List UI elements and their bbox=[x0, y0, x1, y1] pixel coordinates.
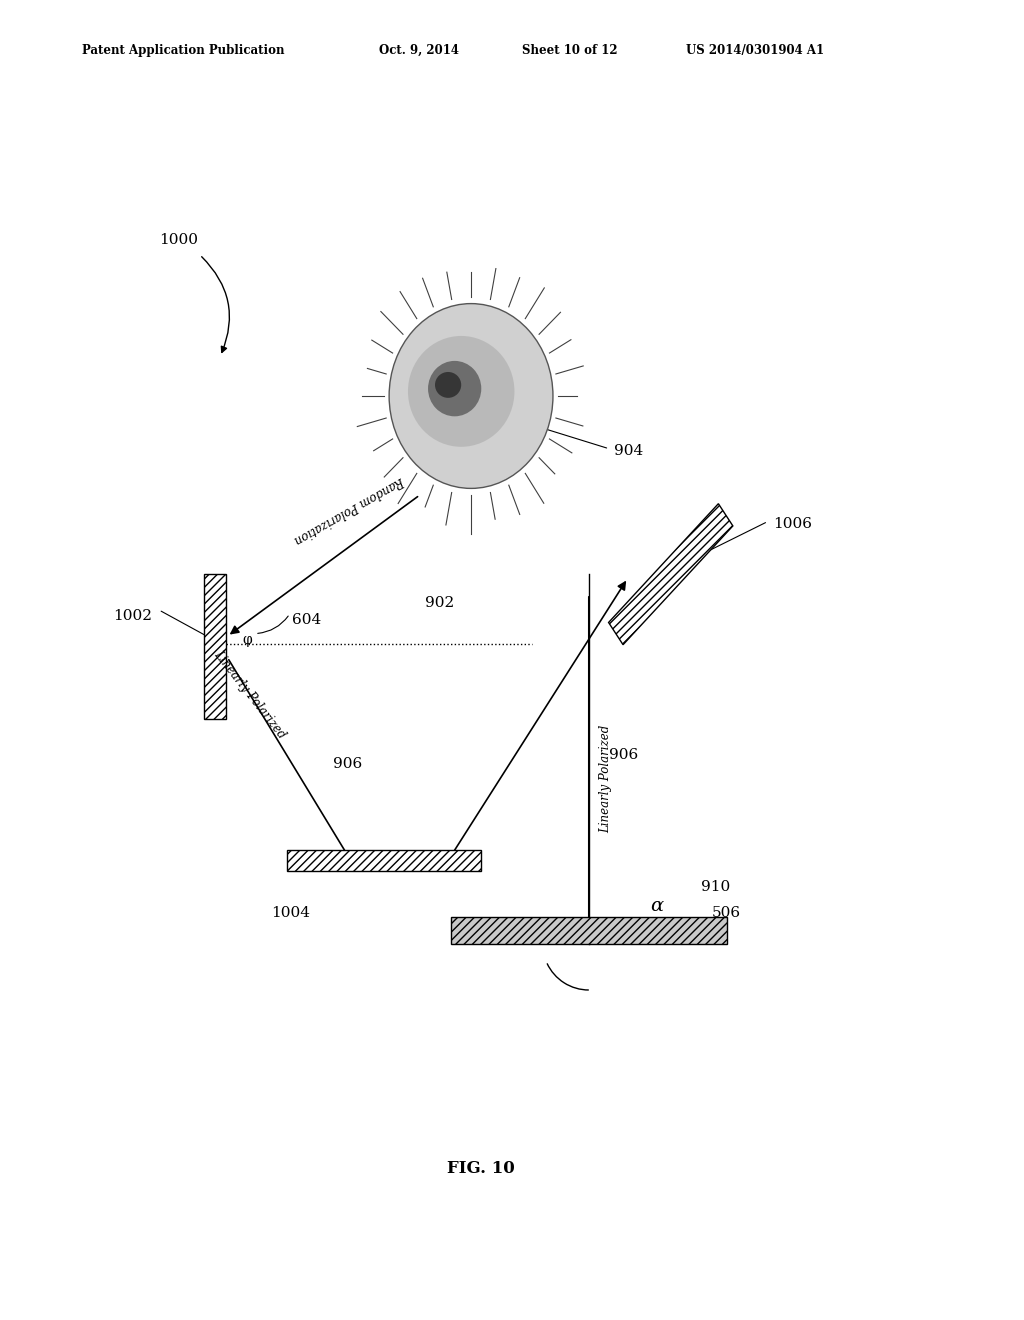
Text: 910: 910 bbox=[701, 880, 731, 894]
Text: φ: φ bbox=[243, 634, 253, 647]
Text: α: α bbox=[650, 896, 664, 915]
Text: Linearly Polarized: Linearly Polarized bbox=[599, 725, 612, 833]
Polygon shape bbox=[608, 504, 733, 644]
Text: US 2014/0301904 A1: US 2014/0301904 A1 bbox=[686, 44, 824, 57]
Text: 1000: 1000 bbox=[159, 234, 198, 247]
Text: 604: 604 bbox=[292, 614, 322, 627]
Text: 1004: 1004 bbox=[271, 907, 310, 920]
Text: 906: 906 bbox=[609, 748, 639, 762]
Text: FIG. 10: FIG. 10 bbox=[447, 1160, 515, 1176]
Ellipse shape bbox=[428, 360, 481, 416]
Text: Oct. 9, 2014: Oct. 9, 2014 bbox=[379, 44, 459, 57]
Bar bbox=[204, 574, 226, 719]
Text: 1006: 1006 bbox=[773, 517, 812, 531]
Bar bbox=[287, 850, 481, 871]
Text: 506: 506 bbox=[712, 907, 740, 920]
Text: 904: 904 bbox=[614, 445, 644, 458]
Text: Random Polarization: Random Polarization bbox=[292, 473, 407, 546]
Text: 906: 906 bbox=[333, 758, 362, 771]
Ellipse shape bbox=[389, 304, 553, 488]
Text: 902: 902 bbox=[425, 597, 455, 610]
Bar bbox=[451, 917, 727, 944]
Text: Linearly Polarized: Linearly Polarized bbox=[211, 648, 288, 741]
Ellipse shape bbox=[435, 372, 461, 397]
Ellipse shape bbox=[408, 337, 514, 447]
Text: Sheet 10 of 12: Sheet 10 of 12 bbox=[522, 44, 617, 57]
Text: Patent Application Publication: Patent Application Publication bbox=[82, 44, 285, 57]
Text: 1002: 1002 bbox=[113, 610, 152, 623]
